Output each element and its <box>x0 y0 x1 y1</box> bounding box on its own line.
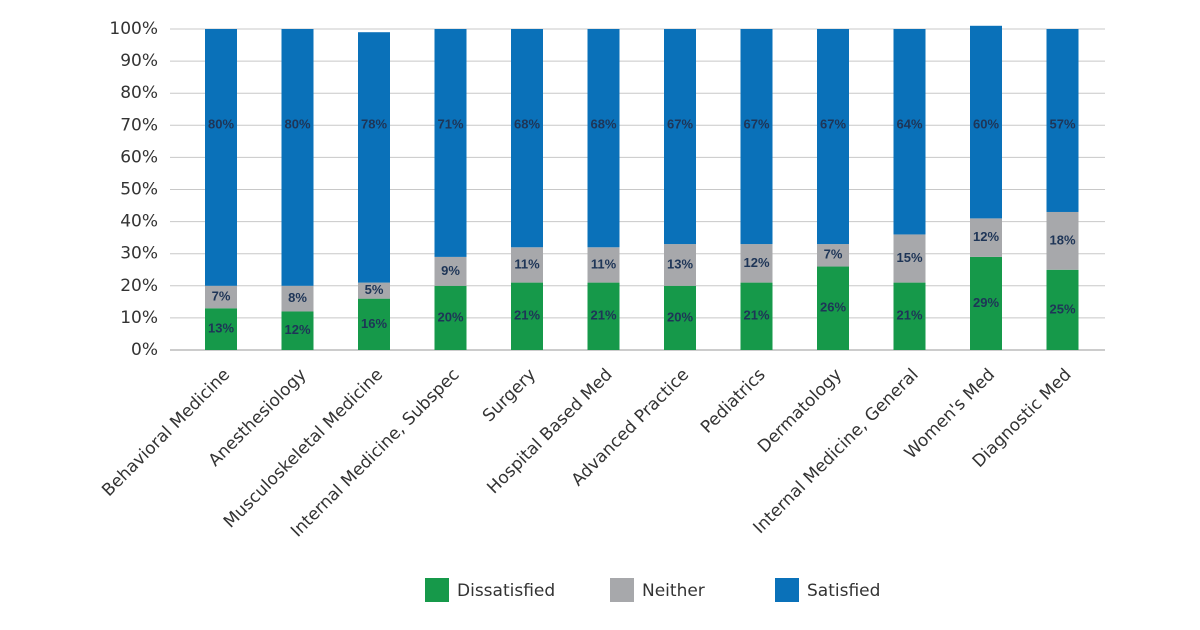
value-label: 21% <box>743 308 769 323</box>
value-label: 64% <box>896 117 922 132</box>
bar-segment <box>740 282 773 350</box>
y-tick-label: 20% <box>120 276 158 296</box>
legend-swatch <box>775 578 799 602</box>
value-label: 29% <box>973 295 999 310</box>
value-label: 21% <box>514 308 540 323</box>
y-tick-label: 80% <box>120 83 158 103</box>
bar-segment <box>740 29 773 245</box>
value-label: 67% <box>820 117 846 132</box>
bar-segment <box>893 282 926 350</box>
value-label: 13% <box>208 321 234 336</box>
value-label: 20% <box>437 309 463 324</box>
legend-swatch <box>610 578 634 602</box>
value-label: 11% <box>591 256 617 271</box>
bar-segment <box>587 29 620 248</box>
bar-segment <box>1046 269 1079 350</box>
value-label: 15% <box>896 250 922 265</box>
value-label: 16% <box>361 316 387 331</box>
value-label: 26% <box>820 300 846 315</box>
value-label: 11% <box>514 256 540 271</box>
value-label: 7% <box>824 247 843 262</box>
value-label: 68% <box>514 117 540 132</box>
bar-segment <box>1046 211 1079 270</box>
value-label: 80% <box>208 117 234 132</box>
bar-segment <box>664 29 696 245</box>
bar-segment <box>434 285 467 350</box>
bar-segment <box>205 285 237 309</box>
value-label: 12% <box>973 229 999 244</box>
y-tick-label: 100% <box>109 19 158 39</box>
value-label: 71% <box>437 117 463 132</box>
value-label: 21% <box>896 308 922 323</box>
bar-segment <box>587 282 620 350</box>
bar-segment <box>970 256 1002 350</box>
bar-segment <box>281 311 314 350</box>
y-tick-label: 0% <box>131 340 158 360</box>
value-label: 25% <box>1049 301 1075 316</box>
legend-label: Neither <box>642 581 705 601</box>
bar-segment <box>511 247 543 283</box>
bar-segment <box>893 234 926 283</box>
x-tick-label: Surgery <box>479 365 540 426</box>
bar-segment <box>281 29 314 286</box>
value-label: 78% <box>361 117 387 132</box>
x-tick-label: Internal Medicine, Subspec <box>287 365 463 541</box>
bar-segment <box>970 25 1002 219</box>
value-label: 18% <box>1049 232 1075 247</box>
bar-segment <box>817 244 849 267</box>
y-tick-label: 70% <box>120 115 158 135</box>
value-label: 8% <box>288 290 307 305</box>
bar-segment <box>893 29 926 235</box>
legend-label: Satisfied <box>807 581 880 601</box>
bar-segment <box>358 298 390 350</box>
value-label: 68% <box>590 117 616 132</box>
x-tick-label: Hospital Based Med <box>483 365 616 498</box>
bar-segment <box>205 308 237 350</box>
y-tick-label: 90% <box>120 51 158 71</box>
bar-segment <box>434 256 467 286</box>
y-tick-label: 30% <box>120 244 158 264</box>
bar-segment <box>511 29 543 248</box>
bar-segment <box>358 32 390 283</box>
bar-segment <box>587 247 620 283</box>
y-tick-label: 60% <box>120 147 158 167</box>
bar-segment <box>358 282 390 299</box>
legend-label: Dissatisfied <box>457 581 555 601</box>
value-label: 60% <box>973 117 999 132</box>
y-tick-label: 40% <box>120 212 158 232</box>
bar-segment <box>817 266 849 350</box>
value-label: 13% <box>667 256 693 271</box>
legend-swatch <box>425 578 449 602</box>
x-tick-label: Pediatrics <box>697 365 770 438</box>
bar-segment <box>511 282 543 350</box>
value-label: 12% <box>284 322 310 337</box>
value-label: 20% <box>667 309 693 324</box>
bar-segment <box>1046 29 1079 212</box>
value-label: 67% <box>667 117 693 132</box>
bar-segment <box>740 244 773 283</box>
x-tick-label: Behavioral Medicine <box>98 365 234 501</box>
bar-segment <box>664 285 696 350</box>
value-label: 12% <box>743 255 769 270</box>
value-label: 57% <box>1049 117 1075 132</box>
y-tick-label: 50% <box>120 180 158 200</box>
x-tick-label: Musculoskeletal Medicine <box>220 365 387 532</box>
y-tick-label: 10% <box>120 308 158 328</box>
value-label: 67% <box>743 117 769 132</box>
bar-segment <box>664 244 696 286</box>
value-label: 80% <box>284 117 310 132</box>
bar-segment <box>434 29 467 257</box>
value-label: 5% <box>365 282 384 297</box>
value-label: 9% <box>441 263 460 278</box>
value-label: 21% <box>590 308 616 323</box>
bar-segment <box>281 285 314 312</box>
bar-segment <box>970 218 1002 257</box>
value-label: 7% <box>212 288 231 303</box>
x-tick-label: Internal Medicine, General <box>750 365 923 538</box>
bar-segment <box>205 29 237 286</box>
bar-segment <box>817 29 849 245</box>
